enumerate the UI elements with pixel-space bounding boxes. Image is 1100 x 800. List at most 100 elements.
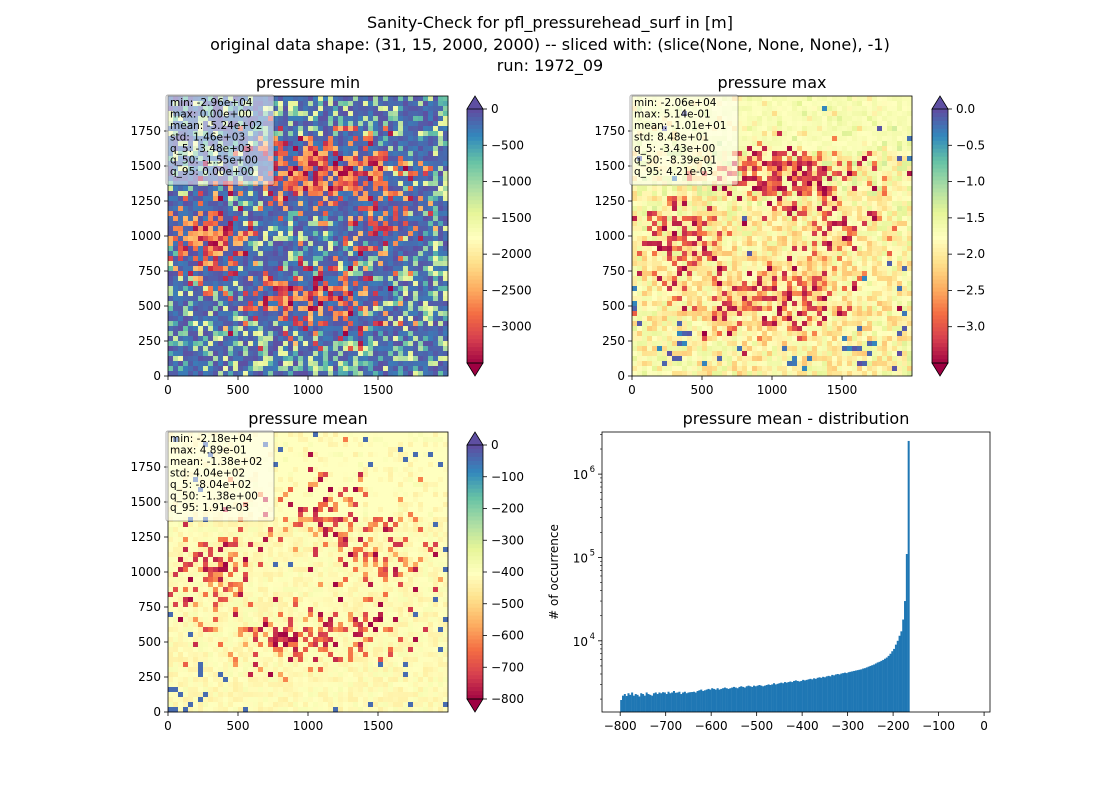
heatmap-cell [198, 266, 204, 272]
heatmap-cell [707, 196, 713, 202]
heatmap-cell [433, 111, 439, 117]
heatmap-cell [308, 161, 314, 167]
heatmap-cell [827, 126, 833, 132]
heatmap-cell [323, 361, 329, 367]
heatmap-cell [298, 331, 304, 337]
heatmap-cell [887, 216, 893, 222]
heatmap-cell [837, 156, 843, 162]
heatmap-cell [902, 221, 908, 227]
heatmap-cell [358, 136, 364, 142]
heatmap-cell [213, 321, 219, 327]
heatmap-cell [368, 361, 374, 367]
heatmap-cell [408, 156, 414, 162]
heatmap-cell [283, 336, 289, 342]
heatmap-cell [323, 291, 329, 297]
heatmap-cell [373, 171, 379, 177]
heatmap-cell [822, 246, 828, 252]
heatmap-cell [373, 301, 379, 307]
heatmap-cell [183, 241, 189, 247]
heatmap-cell [842, 131, 848, 137]
heatmap-cell [383, 341, 389, 347]
heatmap-cell [258, 281, 264, 287]
heatmap-cell [423, 111, 429, 117]
heatmap-cell [353, 191, 359, 197]
heatmap-cell [338, 341, 344, 347]
heatmap-cell [862, 196, 868, 202]
heatmap-cell [333, 326, 339, 332]
heatmap-cell [388, 126, 394, 132]
heatmap-cell [338, 301, 344, 307]
heatmap-cell [662, 241, 668, 247]
heatmap-cell [852, 141, 858, 147]
heatmap-cell [323, 346, 329, 352]
heatmap-cell [233, 261, 239, 267]
heatmap-cell [318, 166, 324, 172]
heatmap-cell [293, 161, 299, 167]
heatmap-cell [338, 306, 344, 312]
heatmap-cell [263, 191, 269, 197]
heatmap-cell [907, 111, 913, 117]
heatmap-cell [792, 241, 798, 247]
heatmap-cell [862, 121, 868, 127]
heatmap-cell [428, 296, 434, 302]
heatmap-cell [772, 151, 778, 157]
heatmap-cell [832, 186, 838, 192]
heatmap-cell [343, 216, 349, 222]
heatmap-cell [867, 186, 873, 192]
heatmap-cell [348, 231, 354, 237]
heatmap-cell [283, 146, 289, 152]
heatmap-cell [752, 156, 758, 162]
heatmap-cell [378, 171, 384, 177]
heatmap-cell [183, 186, 189, 192]
heatmap-cell [173, 321, 179, 327]
heatmap-cell [862, 161, 868, 167]
heatmap-cell [298, 281, 304, 287]
heatmap-cell [428, 361, 434, 367]
heatmap-cell [782, 176, 788, 182]
heatmap-cell [737, 211, 743, 217]
heatmap-cell [358, 366, 364, 372]
heatmap-cell [273, 126, 279, 132]
heatmap-cell [213, 281, 219, 287]
heatmap-cell [273, 321, 279, 327]
heatmap-cell [308, 281, 314, 287]
heatmap-cell [368, 336, 374, 342]
heatmap-cell [902, 121, 908, 127]
heatmap-cell [697, 226, 703, 232]
heatmap-cell [193, 331, 199, 337]
heatmap-cell [263, 276, 269, 282]
colorbar-extend-min [466, 362, 484, 377]
heatmap-cell [323, 261, 329, 267]
heatmap-cell [777, 141, 783, 147]
heatmap-cell [907, 96, 913, 102]
heatmap-cell [193, 346, 199, 352]
heatmap-cell [228, 326, 234, 332]
heatmap-cell [298, 326, 304, 332]
colorbar-frame [466, 109, 484, 364]
heatmap-cell [807, 236, 813, 242]
heatmap-cell [293, 316, 299, 322]
heatmap-cell [907, 246, 913, 252]
heatmap-cell [308, 151, 314, 157]
heatmap-cell [343, 146, 349, 152]
heatmap-cell [378, 266, 384, 272]
heatmap-cell [722, 191, 728, 197]
heatmap-cell [857, 166, 863, 172]
heatmap-cell [398, 291, 404, 297]
figure-title-line-1: Sanity-Check for pfl_pressurehead_surf i… [367, 13, 733, 32]
heatmap-cell [443, 196, 449, 202]
heatmap-cell [358, 236, 364, 242]
heatmap-cell [383, 146, 389, 152]
heatmap-cell [183, 251, 189, 257]
heatmap-cell [672, 201, 678, 207]
heatmap-cell [842, 156, 848, 162]
heatmap-cell [173, 296, 179, 302]
heatmap-cell [293, 111, 299, 117]
heatmap-cell [343, 291, 349, 297]
heatmap-cell [787, 96, 793, 102]
heatmap-cell [373, 121, 379, 127]
heatmap-cell [368, 201, 374, 207]
heatmap-cell [767, 226, 773, 232]
heatmap-cell [328, 111, 334, 117]
